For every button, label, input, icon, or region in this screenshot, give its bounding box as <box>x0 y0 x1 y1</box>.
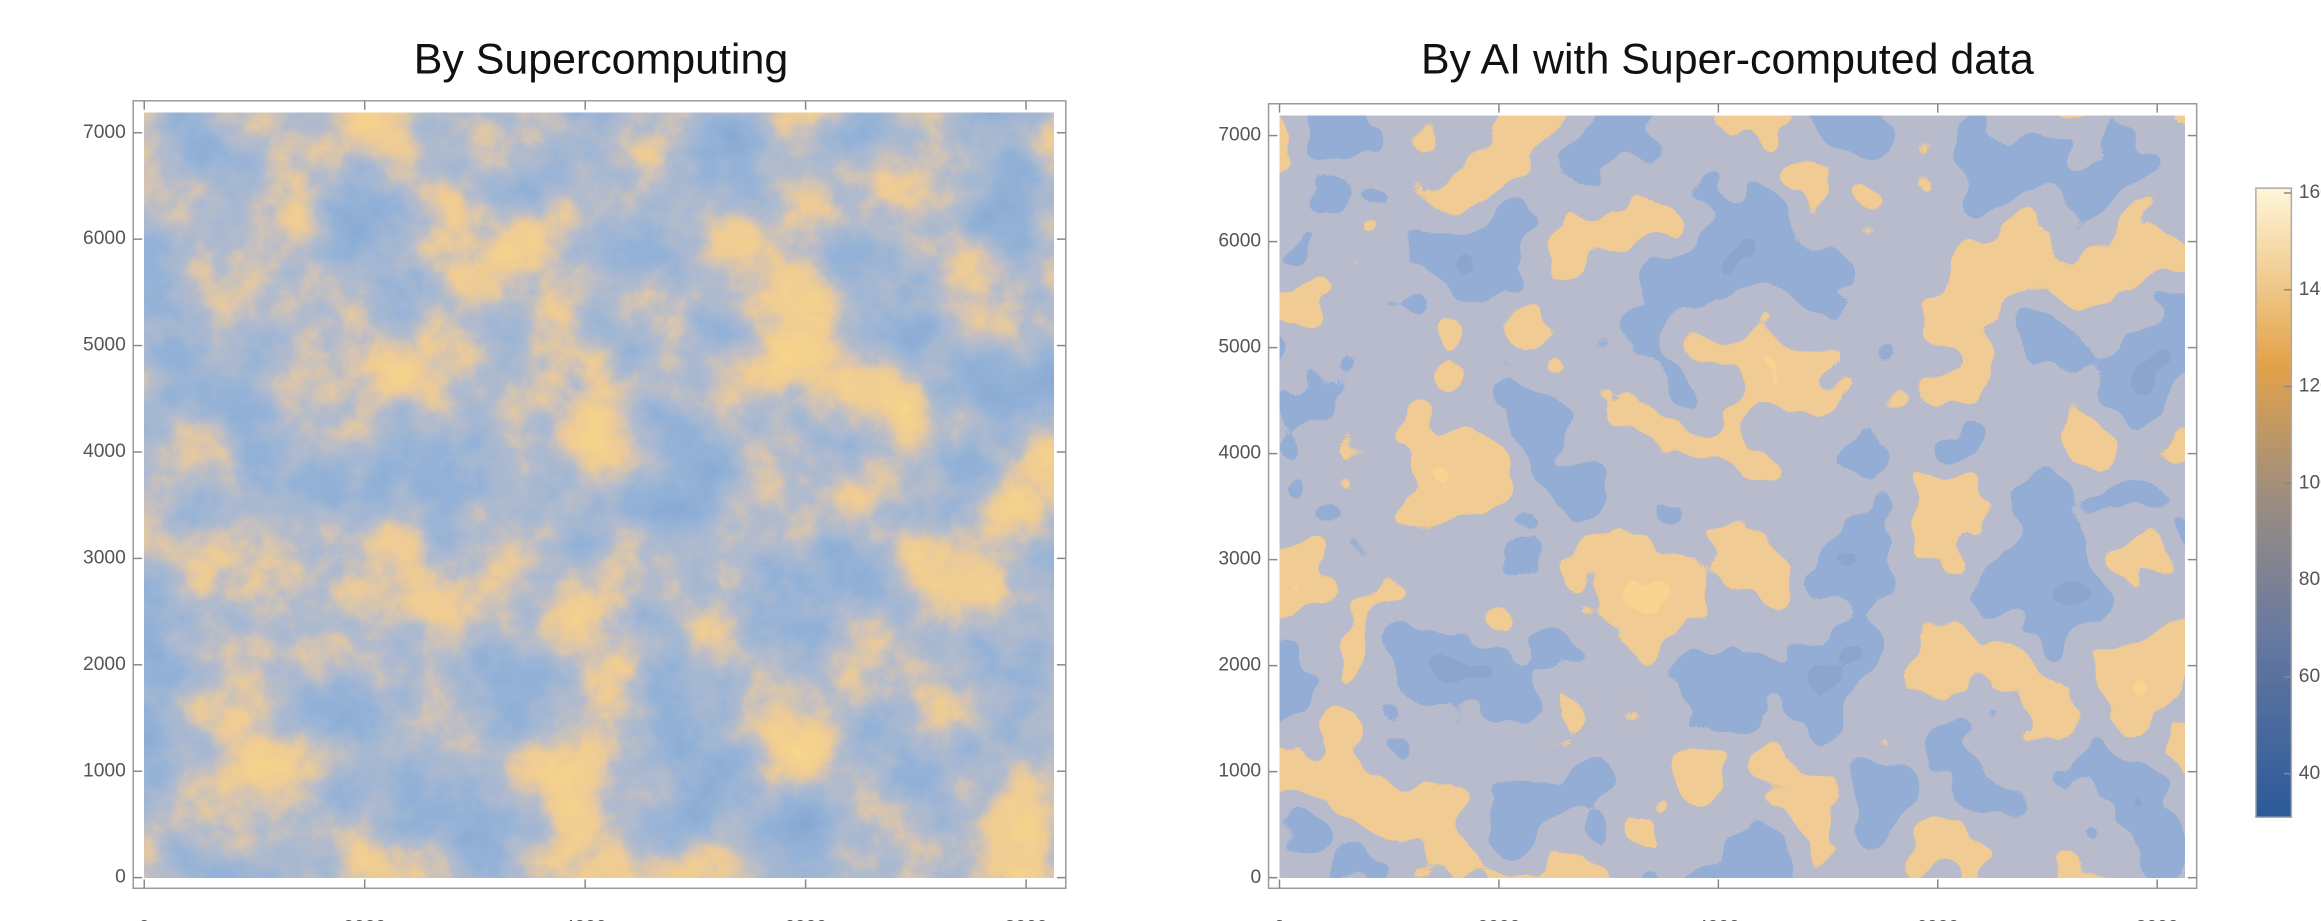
colorbar-tick-label: 60 <box>2299 666 2320 687</box>
y-tick-label: 2000 <box>83 654 126 675</box>
y-tick-label: 7000 <box>83 122 126 143</box>
x-tick-label: 6000 <box>784 917 827 921</box>
plot-frame <box>1267 103 2198 890</box>
y-tick-label: 6000 <box>1218 231 1261 252</box>
x-tick-label: 8000 <box>2136 917 2179 921</box>
y-tick-label: 1000 <box>1218 761 1261 782</box>
y-tick-label: 4000 <box>1218 443 1261 464</box>
y-tick-label: 5000 <box>1218 337 1261 358</box>
y-tick-label: 2000 <box>1218 655 1261 676</box>
y-tick-label: 4000 <box>83 441 126 462</box>
heatmap-image <box>1279 115 2185 878</box>
x-tick-label: 4000 <box>1697 917 1740 921</box>
colorbar-tick-label: 80 <box>2299 569 2320 590</box>
y-tick-label: 6000 <box>83 228 126 249</box>
heatmap-image <box>144 112 1054 878</box>
x-tick-label: 6000 <box>1916 917 1959 921</box>
x-tick-label: 0 <box>1274 917 1285 921</box>
colorbar-tick-label: 140 <box>2299 279 2321 300</box>
colorbar-tick-label: 160 <box>2299 182 2321 203</box>
colorbar-tick-label: 100 <box>2299 472 2321 493</box>
y-tick-label: 3000 <box>83 547 126 568</box>
y-tick-label: 7000 <box>1218 125 1261 146</box>
y-tick-label: 0 <box>1250 867 1261 888</box>
chart-title: By Supercomputing <box>414 36 788 84</box>
x-tick-label: 2000 <box>343 917 386 921</box>
colorbar <box>2255 187 2293 818</box>
y-tick-label: 1000 <box>83 760 126 781</box>
y-tick-label: 5000 <box>83 335 126 356</box>
x-tick-label: 0 <box>139 917 150 921</box>
plot-frame <box>132 100 1067 890</box>
x-tick-label: 8000 <box>1005 917 1048 921</box>
x-tick-label: 4000 <box>564 917 607 921</box>
x-tick-label: 2000 <box>1478 917 1521 921</box>
chart-title: By AI with Super-computed data <box>1421 36 2034 84</box>
colorbar-tick-label: 40 <box>2299 763 2320 784</box>
y-tick-label: 3000 <box>1218 549 1261 570</box>
y-tick-label: 0 <box>115 867 126 888</box>
colorbar-tick-label: 120 <box>2299 376 2321 397</box>
